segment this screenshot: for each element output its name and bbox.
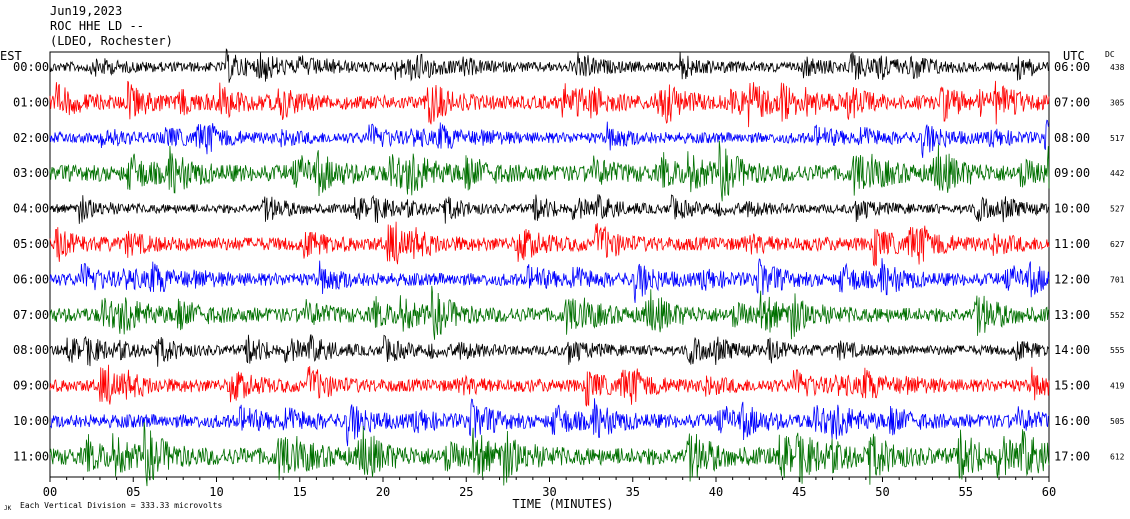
x-tick-label: 55	[959, 485, 973, 499]
row-dc-value: 305	[1110, 98, 1125, 107]
corner-mark: JK	[4, 505, 12, 512]
row-dc-value: 517	[1110, 134, 1125, 143]
row-label-utc: 14:00	[1054, 343, 1090, 357]
trace-1100	[49, 422, 1050, 487]
trace-0200	[49, 119, 1050, 158]
row-label-utc: 12:00	[1054, 272, 1090, 286]
row-label-est: 07:00	[13, 308, 49, 322]
row-label-utc: 06:00	[1054, 60, 1090, 74]
header-location: (LDEO, Rochester)	[50, 34, 173, 48]
trace-1000	[49, 398, 1050, 447]
row-dc-value: 442	[1110, 169, 1125, 178]
row-label-est: 06:00	[13, 272, 49, 286]
row-label-utc: 08:00	[1054, 131, 1090, 145]
x-tick-label: 50	[875, 485, 889, 499]
row-label-est: 05:00	[13, 237, 49, 251]
row-dc-value: 438	[1110, 63, 1125, 72]
x-tick-label: 10	[209, 485, 223, 499]
x-axis: 00 05 10 15 20 25 30 35 40 45 50 55 60	[43, 477, 1056, 499]
row-label-utc: 10:00	[1054, 202, 1090, 216]
x-tick-label: 05	[126, 485, 140, 499]
left-axis-label: EST	[0, 49, 22, 63]
row-label-utc: 15:00	[1054, 379, 1090, 393]
x-tick-label: 60	[1042, 485, 1056, 499]
row-label-est: 10:00	[13, 414, 49, 428]
row-label-est: 08:00	[13, 343, 49, 357]
row-dc-value: 552	[1110, 311, 1125, 320]
x-tick-label: 15	[293, 485, 307, 499]
trace-0500	[49, 221, 1050, 267]
trace-0800	[49, 334, 1050, 367]
x-tick-label: 25	[459, 485, 473, 499]
trace-0400	[49, 193, 1050, 224]
row-label-est: 00:00	[13, 60, 49, 74]
x-tick-label: 20	[376, 485, 390, 499]
header-date: Jun19,2023	[50, 4, 122, 18]
row-label-utc: 16:00	[1054, 414, 1090, 428]
x-tick-label: 35	[626, 485, 640, 499]
trace-0000	[49, 48, 1050, 83]
row-label-est: 03:00	[13, 166, 49, 180]
x-tick-label: 40	[709, 485, 723, 499]
row-label-est: 09:00	[13, 379, 49, 393]
row-label-est: 04:00	[13, 202, 49, 216]
row-dc-value: 527	[1110, 205, 1125, 214]
row-dc-value: 612	[1110, 452, 1125, 461]
x-axis-label: TIME (MINUTES)	[512, 497, 613, 511]
row-label-utc: 11:00	[1054, 237, 1090, 251]
row-label-utc: 17:00	[1054, 449, 1090, 463]
header-station: ROC HHE LD --	[50, 19, 144, 33]
dc-label: DC	[1105, 50, 1115, 59]
right-axis-label: UTC	[1063, 49, 1085, 63]
trace-0900	[49, 364, 1050, 407]
row-labels: 00:00 06:00 438 01:00 07:00 305 02:00 08:00 517 0…	[13, 60, 1125, 463]
row-dc-value: 419	[1110, 382, 1125, 391]
x-tick-label: 45	[792, 485, 806, 499]
trace-group	[49, 48, 1050, 487]
row-label-utc: 09:00	[1054, 166, 1090, 180]
x-tick-label: 00	[43, 485, 57, 499]
trace-0300	[49, 140, 1050, 202]
trace-0600	[49, 258, 1050, 303]
row-dc-value: 627	[1110, 240, 1125, 249]
trace-0100	[49, 80, 1050, 128]
row-dc-value: 701	[1110, 275, 1125, 284]
row-label-utc: 13:00	[1054, 308, 1090, 322]
trace-0700	[49, 285, 1050, 340]
row-label-est: 01:00	[13, 95, 49, 109]
row-dc-value: 505	[1110, 417, 1125, 426]
row-label-utc: 07:00	[1054, 95, 1090, 109]
row-dc-value: 555	[1110, 346, 1125, 355]
x-tick-label: 30	[542, 485, 556, 499]
row-label-est: 11:00	[13, 449, 49, 463]
scale-note: Each Vertical Division = 333.33 microvol…	[20, 501, 222, 510]
row-label-est: 02:00	[13, 131, 49, 145]
